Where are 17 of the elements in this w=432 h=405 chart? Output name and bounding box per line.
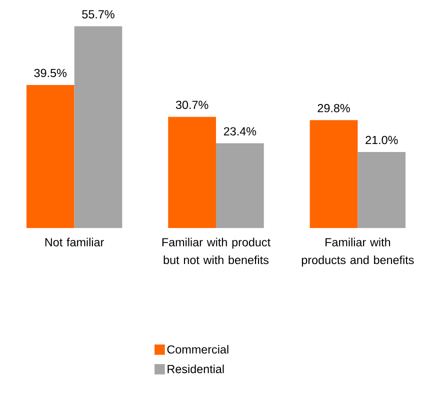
bar bbox=[310, 120, 358, 228]
bar bbox=[216, 143, 264, 228]
bar bbox=[74, 26, 122, 228]
bar bbox=[168, 116, 216, 228]
data-label: 29.8% bbox=[318, 104, 350, 112]
bar bbox=[26, 84, 74, 228]
legend-label: Commercial bbox=[167, 344, 228, 354]
data-label: 39.5% bbox=[34, 68, 67, 77]
data-label: 30.7% bbox=[176, 100, 208, 109]
legend-label: Residential bbox=[168, 364, 224, 373]
data-label: 21.0% bbox=[366, 136, 398, 144]
x-tick-label: Familiar with product but not with benefits bbox=[162, 238, 270, 264]
x-tick-label: Not familiar bbox=[45, 238, 104, 246]
data-label: 55.7% bbox=[82, 10, 114, 18]
data-label: 23.4% bbox=[224, 126, 256, 136]
x-tick-label: Familiar with products and benefits bbox=[302, 238, 414, 266]
bar bbox=[358, 152, 406, 228]
